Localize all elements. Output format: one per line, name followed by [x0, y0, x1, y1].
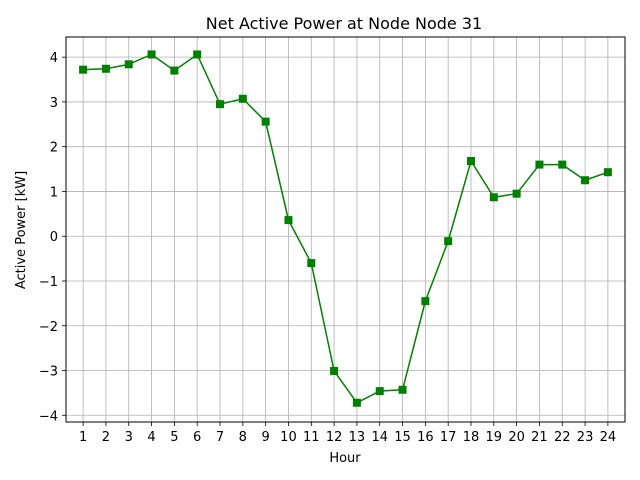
data-point: [512, 189, 521, 198]
data-point: [421, 297, 430, 306]
x-tick-label: 22: [554, 430, 571, 445]
x-tick-label: 6: [193, 430, 201, 445]
plot-frame: [65, 36, 626, 423]
y-tick-label: −3: [39, 365, 58, 380]
data-point: [558, 160, 567, 169]
y-tick-label: 3: [50, 96, 58, 111]
x-tick-label: 24: [600, 430, 617, 445]
x-tick-label: 13: [349, 430, 366, 445]
x-axis-label: Hour: [329, 451, 361, 466]
x-tick-label: 5: [170, 430, 178, 445]
data-point: [307, 259, 316, 268]
data-point: [216, 100, 225, 109]
x-tick-label: 2: [102, 430, 110, 445]
data-point: [603, 168, 612, 177]
data-point: [352, 398, 361, 407]
grid: [66, 37, 625, 422]
y-tick-label: 1: [50, 185, 58, 200]
x-tick-label: 9: [262, 430, 270, 445]
y-tick-label: 2: [50, 141, 58, 156]
x-tick-label: 23: [577, 430, 594, 445]
x-tick-label: 1: [79, 430, 87, 445]
x-tick-label: 15: [394, 430, 411, 445]
data-point: [330, 366, 339, 375]
x-tick-label: 18: [463, 430, 480, 445]
x-tick-label: 4: [147, 430, 155, 445]
x-tick-label: 21: [531, 430, 548, 445]
x-tick-label: 11: [303, 430, 320, 445]
y-tick-label: −4: [39, 409, 58, 424]
x-tick-label: 7: [216, 430, 224, 445]
x-tick-label: 16: [417, 430, 434, 445]
series-line: [83, 53, 609, 404]
data-point: [535, 160, 544, 169]
data-point: [238, 94, 247, 103]
y-tick-label: −2: [39, 320, 58, 335]
x-tick-label: 14: [371, 430, 388, 445]
data-point: [398, 385, 407, 394]
data-point: [79, 65, 88, 74]
x-tick-label: 19: [486, 430, 503, 445]
series-layer: [79, 50, 612, 407]
data-point: [444, 237, 453, 246]
y-axis-label: Active Power [kW]: [14, 171, 29, 289]
data-point: [489, 193, 498, 202]
data-point: [124, 60, 133, 69]
x-tick-label: 12: [326, 430, 343, 445]
y-tick-label: 4: [50, 51, 58, 66]
data-point: [101, 64, 110, 73]
y-tick-label: −1: [39, 275, 58, 290]
x-axis: 1 2 3 4 5 6 7 8 9 10 11 12 13 14 15 16 17 18 19 20 21 22 23 24: [79, 422, 616, 445]
x-tick-label: 8: [239, 430, 247, 445]
data-point: [581, 176, 590, 185]
y-axis: 4 3 2 1 0 −1 −2 −3 −4: [39, 51, 66, 424]
data-point: [193, 50, 202, 59]
data-point: [261, 117, 270, 126]
x-tick-label: 17: [440, 430, 457, 445]
y-tick-label: 0: [50, 230, 58, 245]
data-point: [170, 66, 179, 75]
x-tick-label: 20: [508, 430, 525, 445]
x-tick-label: 10: [280, 430, 297, 445]
data-point: [147, 50, 156, 59]
data-point: [375, 387, 384, 396]
data-point: [466, 157, 475, 166]
data-point: [284, 216, 293, 225]
x-tick-label: 3: [125, 430, 133, 445]
chart-title: Net Active Power at Node Node 31: [206, 14, 482, 33]
